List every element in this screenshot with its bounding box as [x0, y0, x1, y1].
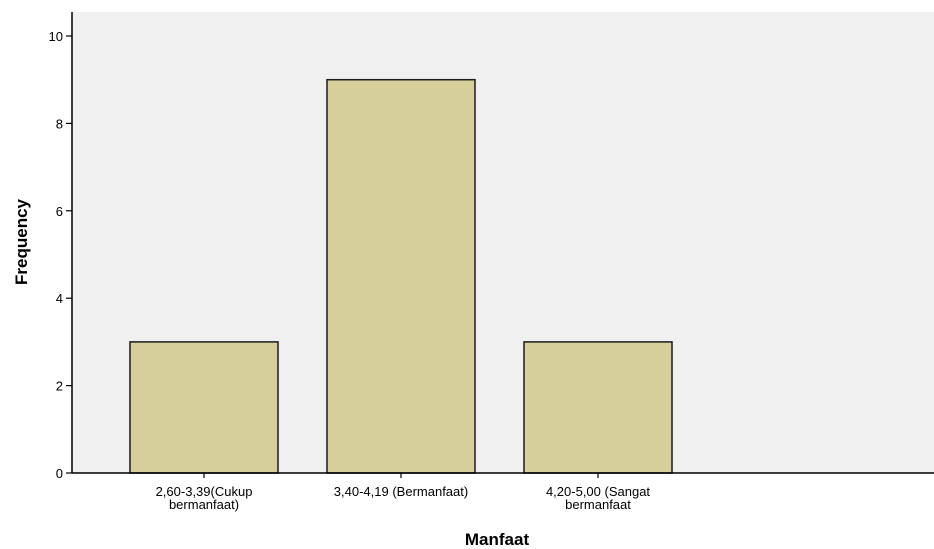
y-tick-label: 4 — [56, 291, 63, 306]
y-axis-title: Frequency — [12, 198, 31, 285]
y-tick-label: 8 — [56, 116, 63, 131]
bar-1 — [129, 341, 279, 474]
bars-group — [129, 78, 673, 474]
y-tick-label: 6 — [56, 204, 63, 219]
x-category-label-1: 2,60-3,39(Cukup bermanfaat) — [156, 484, 253, 512]
x-category-label-3: 4,20-5,00 (Sangat bermanfaat — [546, 484, 650, 512]
x-category-label-2: 3,40-4,19 (Bermanfaat) — [334, 484, 468, 499]
x-labels-group: 2,60-3,39(Cukup bermanfaat) 3,40-4,19 (Ber… — [156, 473, 650, 512]
bar-2 — [326, 78, 476, 474]
bar-3 — [523, 341, 673, 474]
y-tick-label: 0 — [56, 466, 63, 481]
y-tick-label: 2 — [56, 379, 63, 394]
y-ticks-group: 0 2 4 6 8 10 — [49, 29, 72, 481]
x-axis-title: Manfaat — [465, 530, 530, 549]
y-tick-label: 10 — [49, 29, 63, 44]
